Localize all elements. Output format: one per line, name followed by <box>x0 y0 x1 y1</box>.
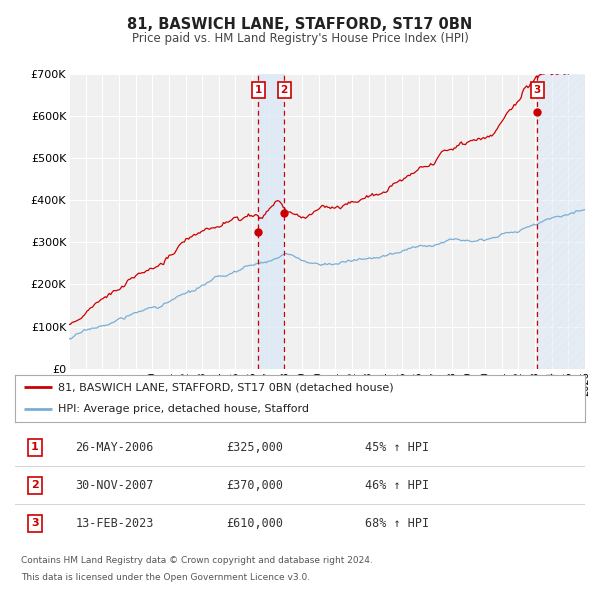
Text: 45% ↑ HPI: 45% ↑ HPI <box>365 441 429 454</box>
Text: This data is licensed under the Open Government Licence v3.0.: This data is licensed under the Open Gov… <box>20 573 310 582</box>
Text: Price paid vs. HM Land Registry's House Price Index (HPI): Price paid vs. HM Land Registry's House … <box>131 32 469 45</box>
Text: Contains HM Land Registry data © Crown copyright and database right 2024.: Contains HM Land Registry data © Crown c… <box>20 556 373 565</box>
Text: 1: 1 <box>255 85 262 95</box>
Text: 2: 2 <box>31 480 39 490</box>
Text: 81, BASWICH LANE, STAFFORD, ST17 0BN: 81, BASWICH LANE, STAFFORD, ST17 0BN <box>127 17 473 31</box>
Text: HPI: Average price, detached house, Stafford: HPI: Average price, detached house, Staf… <box>58 404 309 414</box>
Bar <box>259 74 284 369</box>
Text: 1: 1 <box>31 442 39 453</box>
Text: 13-FEB-2023: 13-FEB-2023 <box>76 517 154 530</box>
Text: 68% ↑ HPI: 68% ↑ HPI <box>365 517 429 530</box>
Text: £370,000: £370,000 <box>226 478 283 492</box>
Text: 3: 3 <box>31 518 39 528</box>
Text: £325,000: £325,000 <box>226 441 283 454</box>
Text: 2: 2 <box>280 85 287 95</box>
Text: 3: 3 <box>533 85 541 95</box>
Text: 81, BASWICH LANE, STAFFORD, ST17 0BN (detached house): 81, BASWICH LANE, STAFFORD, ST17 0BN (de… <box>58 382 394 392</box>
Bar <box>537 74 585 369</box>
Text: £610,000: £610,000 <box>226 517 283 530</box>
Text: 46% ↑ HPI: 46% ↑ HPI <box>365 478 429 492</box>
Text: 30-NOV-2007: 30-NOV-2007 <box>76 478 154 492</box>
Text: 26-MAY-2006: 26-MAY-2006 <box>76 441 154 454</box>
